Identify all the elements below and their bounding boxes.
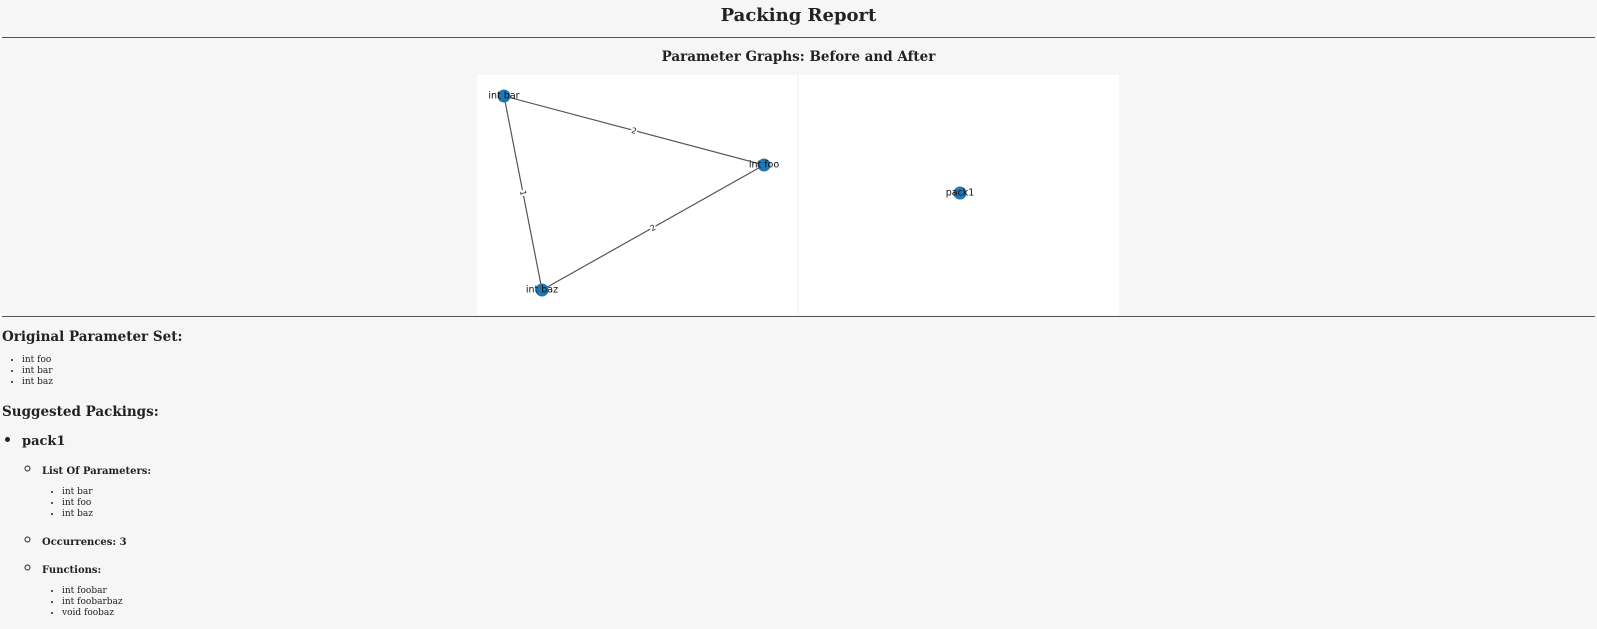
original-section-title: Original Parameter Set: xyxy=(2,329,183,345)
pack-function-item: int foobarbaz xyxy=(62,597,1595,608)
packing-item: pack1 List Of Parameters: int bar int fo… xyxy=(22,430,1595,619)
graphs-container: 2 1 2 int bar int foo int baz xyxy=(2,75,1595,316)
pack-name: pack1 xyxy=(22,434,66,449)
top-divider xyxy=(2,37,1595,38)
graph-node-int-bar xyxy=(497,89,511,103)
pack-functions-heading: Functions: xyxy=(42,565,102,576)
original-param-item: int foo xyxy=(22,355,1595,366)
graph-node-label-int-bar: int bar xyxy=(488,91,519,102)
pack-param-item: int bar xyxy=(62,487,1595,498)
graph-node-label-int-baz: int baz xyxy=(526,285,558,296)
pack-params-section: List Of Parameters: int bar int foo int … xyxy=(42,459,1595,520)
pack-functions-list: int foobar int foobarbaz void foobaz xyxy=(42,586,1595,619)
graph-after: pack1 xyxy=(946,186,975,200)
graph-node-pack1 xyxy=(953,186,967,200)
original-param-item: int baz xyxy=(22,377,1595,388)
packings-list: pack1 List Of Parameters: int bar int fo… xyxy=(2,430,1595,619)
middle-divider xyxy=(2,316,1595,317)
graph-before: 2 1 2 int bar int foo int baz xyxy=(488,89,780,297)
pack-function-item: int foobar xyxy=(62,586,1595,597)
graph-node-int-baz xyxy=(535,283,549,297)
graph-node-label-int-foo: int foo xyxy=(749,160,780,171)
graph-before-panel: 2 1 2 int bar int foo int baz xyxy=(477,75,797,315)
pack-details: List Of Parameters: int bar int foo int … xyxy=(22,459,1595,619)
pack-params-list: int bar int foo int baz xyxy=(42,487,1595,520)
pack-param-item: int foo xyxy=(62,498,1595,509)
original-param-list: int foo int bar int baz xyxy=(2,355,1595,388)
report-title: Packing Report xyxy=(720,5,877,26)
graph-after-panel: pack1 xyxy=(799,75,1119,315)
report-content: Original Parameter Set: int foo int bar … xyxy=(2,317,1595,619)
pack-param-item: int baz xyxy=(62,509,1595,520)
graph-node-label-pack1: pack1 xyxy=(946,188,975,199)
graphs-title: Parameter Graphs: Before and After xyxy=(661,49,936,65)
original-param-item: int bar xyxy=(22,366,1595,377)
pack-occurrences: Occurrences: 3 xyxy=(42,537,127,548)
pack-function-item: void foobaz xyxy=(62,608,1595,619)
suggested-section-title: Suggested Packings: xyxy=(2,404,159,420)
edge-label-bar-foo: 2 xyxy=(630,126,637,136)
graph-node-int-foo xyxy=(757,158,771,172)
pack-functions-section: Functions: int foobar int foobarbaz void… xyxy=(42,558,1595,619)
edge-label-baz-foo: 2 xyxy=(649,223,658,233)
pack-params-heading: List Of Parameters: xyxy=(42,466,152,477)
edge-label-bar-baz: 1 xyxy=(518,190,528,197)
pack-occurrences-section: Occurrences: 3 xyxy=(42,530,1595,549)
